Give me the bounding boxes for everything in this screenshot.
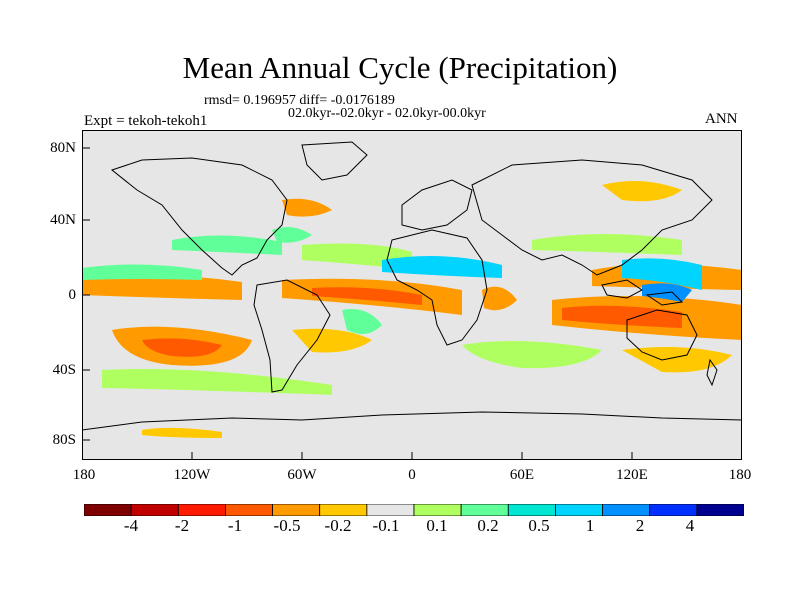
colorbar-swatch [602,504,651,516]
colorbar-swatch [319,504,368,516]
season-label: ANN [705,111,738,127]
colorbar-swatch [555,504,603,516]
colorbar-swatch [413,504,462,516]
map-ticks [82,147,633,460]
colorbar-tick-label: 2 [635,516,645,535]
y-axis-label: 80S [52,432,76,448]
plot-title: Mean Annual Cycle (Precipitation) [182,50,618,85]
colorbar-tick-label: -1 [227,516,243,535]
stats-line: rmsd= 0.196957 diff= -0.0176189 [204,93,395,108]
colorbar-swatch [130,504,179,516]
colorbar-swatch [507,504,556,516]
colorbar-swatch [366,504,415,516]
y-axis-label: 40N [50,212,76,228]
world-coastline-icon [82,141,742,431]
y-axis-label: 80N [50,140,76,156]
period-line: 02.0kyr--02.0kyr - 02.0kyr-00.0kyr [288,106,486,121]
colorbar-swatch [177,504,226,516]
colorbar-swatch [649,504,698,516]
anomaly-patches [82,181,742,438]
colorbar-tick-label: -0.1 [372,516,400,535]
experiment-label: Expt = tekoh-tekoh1 [84,113,208,129]
x-axis-label: 60W [287,467,317,483]
colorbar-swatch [460,504,509,516]
colorbar-tick-label: 0.1 [426,516,448,535]
x-axis-label: 180 [728,467,752,483]
colorbar-tick-label: 1 [585,516,595,535]
y-axis-label: 0 [68,287,77,303]
colorbar-swatch [84,504,132,516]
colorbar [84,504,744,516]
colorbar-tick-label: -2 [174,516,190,535]
x-axis-label: 180 [72,467,96,483]
colorbar-swatch [696,504,744,516]
x-axis-label: 60E [509,467,535,483]
y-axis-label: 40S [52,362,76,378]
x-axis-label: 120E [616,467,648,483]
colorbar-tick-label: 0.2 [477,516,499,535]
colorbar-tick-label: 4 [685,516,695,535]
colorbar-tick-label: -0.5 [273,516,301,535]
colorbar-tick-label: -0.2 [324,516,352,535]
x-axis-label: 0 [408,467,416,483]
colorbar-tick-label: 0.5 [528,516,550,535]
x-axis-label: 120W [173,467,211,483]
colorbar-swatch [225,504,273,516]
precipitation-map [82,130,742,460]
colorbar-tick-label: -4 [123,516,139,535]
colorbar-swatch [272,504,321,516]
